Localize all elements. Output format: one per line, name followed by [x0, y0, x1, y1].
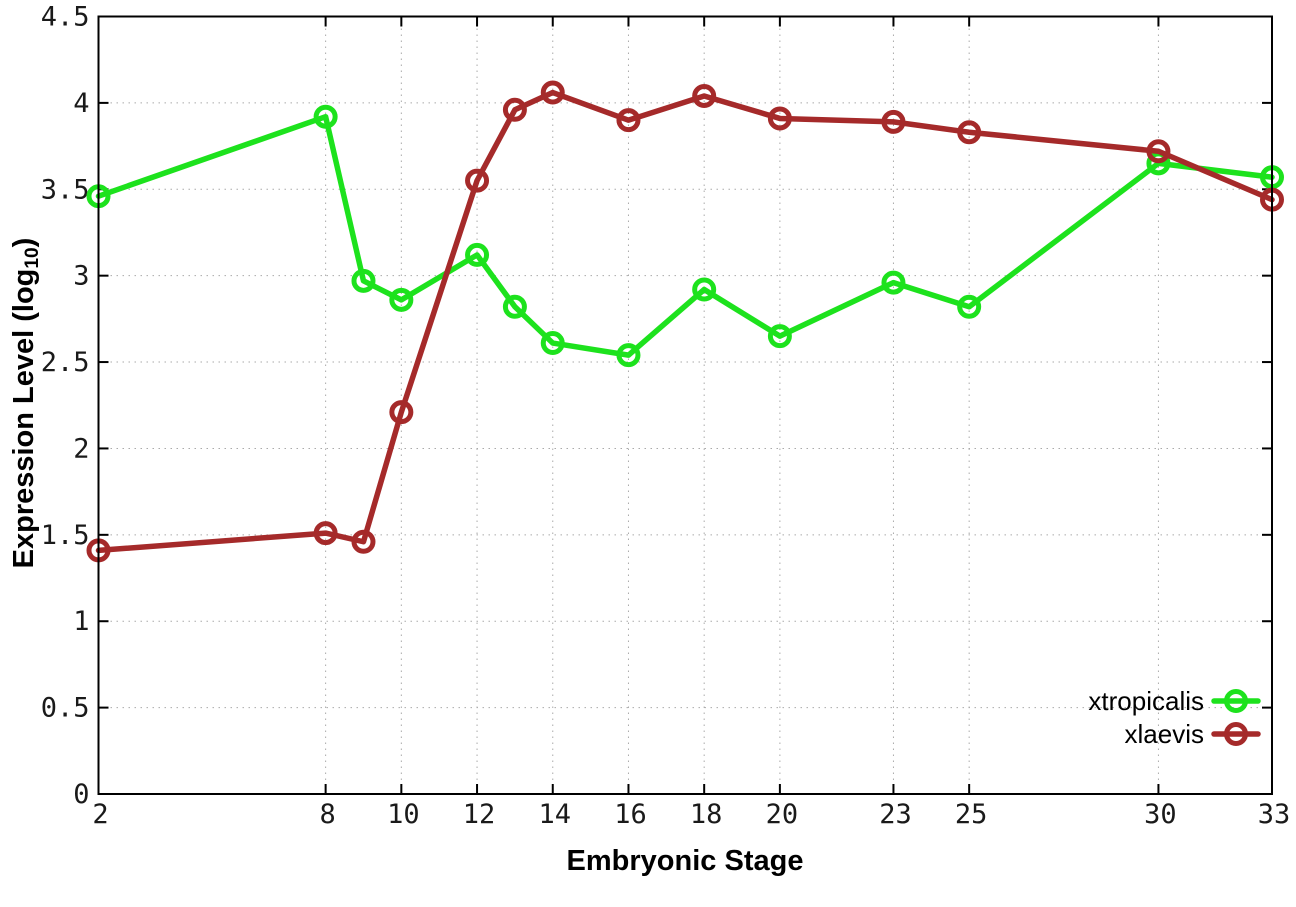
legend-label-xlaevis: xlaevis: [1125, 719, 1204, 749]
x-tick-label: 18: [690, 799, 723, 830]
legend-marker-xtropicalis: [1224, 689, 1248, 713]
y-tick-label: 4: [73, 88, 89, 119]
data-point-xtropicalis-stage-23: [881, 270, 906, 295]
y-tick-label: 3.5: [41, 174, 90, 205]
y-tick-label: 1.5: [41, 520, 90, 551]
series-line-xtropicalis: [95, 113, 1275, 358]
x-tick-label: 30: [1144, 799, 1177, 830]
y-axis-title-main: Expression Level (log: [7, 268, 40, 569]
x-tick-label: 16: [614, 799, 647, 830]
x-tick-label: 23: [879, 799, 912, 830]
data-point-xlaevis-stage-14: [540, 80, 565, 105]
y-tick-label: 0: [73, 779, 89, 810]
data-point-xlaevis-stage-20: [767, 106, 792, 131]
data-point-xtropicalis-stage-25: [957, 294, 982, 319]
data-point-xtropicalis-stage-20: [767, 324, 792, 349]
data-point-xtropicalis-stage-14: [540, 331, 565, 356]
y-tick-label: 2.5: [41, 347, 90, 378]
data-point-xtropicalis-stage-9: [351, 268, 376, 293]
data-point-xlaevis-stage-12: [465, 168, 490, 193]
data-point-xtropicalis-stage-16: [616, 343, 641, 368]
data-point-xlaevis-stage-10: [389, 400, 414, 425]
x-tick-label: 2: [92, 799, 108, 830]
x-tick-label: 14: [539, 799, 572, 830]
data-point-xlaevis-stage-30: [1146, 139, 1171, 164]
data-point-xlaevis-stage-18: [692, 83, 717, 108]
data-point-xtropicalis-stage-13: [502, 294, 527, 319]
legend-marker-xlaevis: [1224, 722, 1248, 746]
x-axis-title: Embryonic Stage: [566, 845, 804, 877]
data-point-xlaevis-stage-25: [957, 120, 982, 145]
x-tick-label: 20: [766, 799, 799, 830]
data-point-xtropicalis-stage-8: [313, 104, 338, 129]
legend-label-xtropicalis: xtropicalis: [1088, 686, 1204, 716]
y-axis-title-subscript: 10: [22, 247, 44, 269]
series-line-xlaevis: [95, 89, 1275, 554]
y-tick-label: 2: [73, 433, 89, 464]
y-axis-title-end: ): [7, 237, 40, 248]
y-tick-label: 1: [73, 606, 89, 637]
data-point-xlaevis-stage-16: [616, 108, 641, 133]
y-axis-title: Expression Level (log10): [8, 238, 44, 569]
y-tick-label: 4.5: [41, 2, 90, 33]
y-tick-label: 3: [73, 261, 89, 292]
x-tick-label: 12: [463, 799, 496, 830]
x-tick-label: 33: [1258, 799, 1291, 830]
data-point-xtropicalis-stage-12: [465, 242, 490, 267]
y-tick-label: 0.5: [41, 693, 90, 724]
x-tick-label: 8: [319, 799, 335, 830]
data-point-xtropicalis-stage-18: [692, 277, 717, 302]
data-point-xtropicalis-stage-10: [389, 287, 414, 312]
x-tick-label: 25: [955, 799, 988, 830]
data-point-xlaevis-stage-13: [502, 97, 527, 122]
x-tick-label: 10: [387, 799, 420, 830]
data-point-xlaevis-stage-8: [313, 521, 338, 546]
data-point-xlaevis-stage-9: [351, 529, 376, 554]
plot-border: [97, 15, 1273, 795]
data-point-xlaevis-stage-23: [881, 109, 906, 134]
